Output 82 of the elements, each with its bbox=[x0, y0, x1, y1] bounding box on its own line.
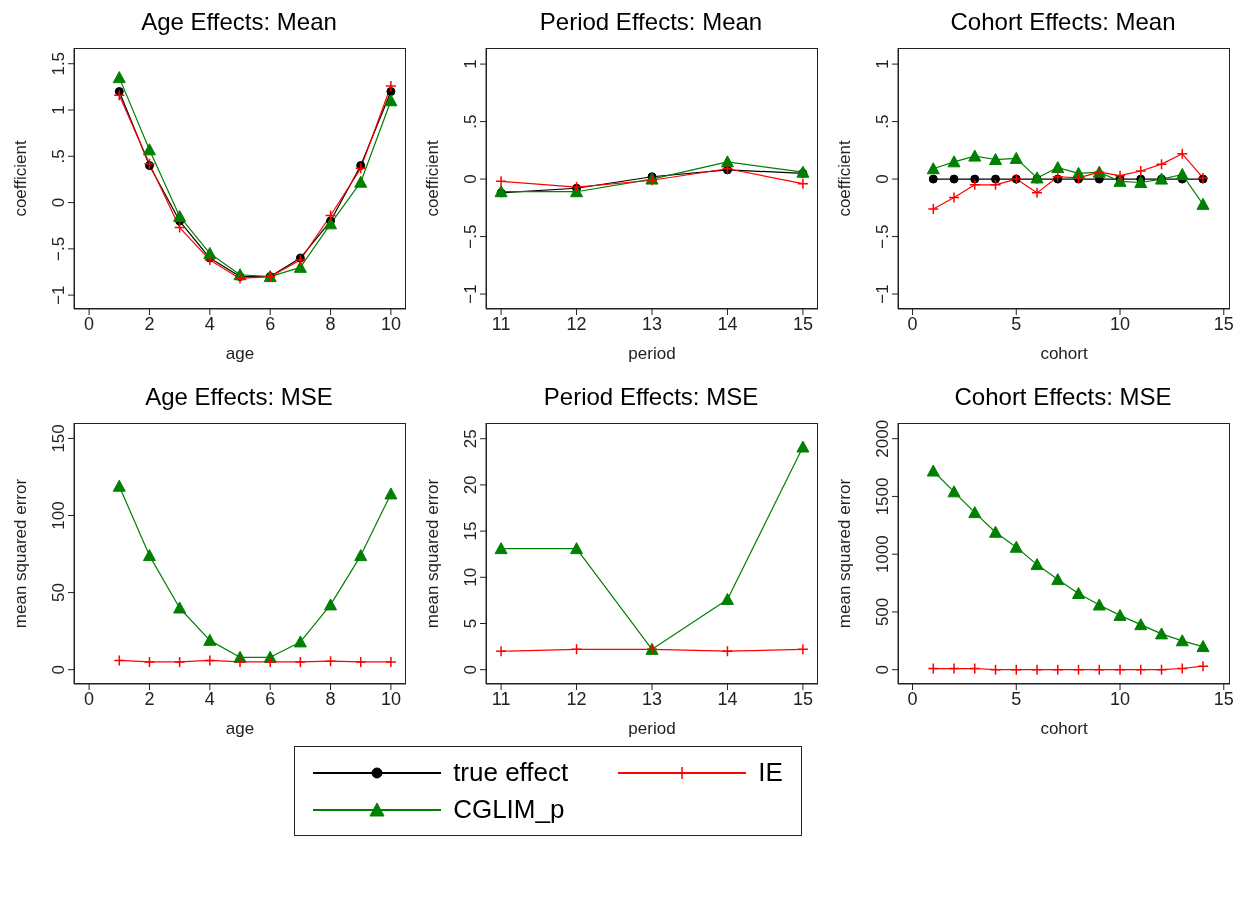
x-tick-label: 6 bbox=[265, 688, 276, 709]
x-tick-label: 12 bbox=[566, 688, 587, 709]
x-tick-label: 10 bbox=[1110, 313, 1131, 334]
x-tick-label: 10 bbox=[380, 313, 401, 334]
x-axis-title: age bbox=[225, 344, 255, 363]
chart-title: Cohort Effects: MSE bbox=[953, 383, 1173, 412]
x-tick-label: 5 bbox=[1011, 313, 1022, 334]
x-tick-label: 15 bbox=[792, 313, 813, 334]
x-tick-label: 13 bbox=[641, 313, 663, 334]
chart-title: Cohort Effects: Mean bbox=[949, 8, 1177, 37]
y-tick-label: 0 bbox=[49, 197, 68, 208]
y-tick-label: 1 bbox=[49, 105, 68, 115]
y-axis-title: coefficient bbox=[835, 140, 855, 217]
x-tick-label: 6 bbox=[265, 313, 276, 334]
x-tick-label: 14 bbox=[717, 313, 738, 334]
x-tick-label: 15 bbox=[1213, 313, 1234, 334]
x-tick-label: 4 bbox=[204, 313, 215, 334]
x-tick-label: 15 bbox=[1213, 688, 1234, 709]
y-tick-label: 0 bbox=[461, 664, 480, 675]
y-tick-label: 20 bbox=[461, 475, 480, 495]
x-tick-label: 0 bbox=[907, 688, 918, 709]
chart-title: Period Effects: Mean bbox=[538, 8, 764, 37]
x-tick-label: 10 bbox=[1110, 688, 1131, 709]
y-tick-label: −.5 bbox=[49, 236, 68, 261]
x-tick-label: 4 bbox=[204, 688, 215, 709]
y-tick-label: 0 bbox=[873, 664, 892, 675]
y-tick-label: −1 bbox=[873, 284, 892, 304]
x-tick-label: 14 bbox=[717, 688, 738, 709]
y-tick-label: −1 bbox=[461, 284, 480, 304]
x-axis-title: period bbox=[628, 344, 676, 363]
legend-label: true effect bbox=[453, 757, 569, 788]
y-tick-label: 1 bbox=[461, 59, 480, 69]
y-tick-label: 1500 bbox=[873, 477, 892, 516]
y-tick-label: −.5 bbox=[873, 224, 892, 249]
y-tick-label: 0 bbox=[49, 664, 68, 675]
x-tick-label: 2 bbox=[144, 313, 155, 334]
x-tick-label: 10 bbox=[380, 688, 401, 709]
x-axis-title: age bbox=[225, 719, 255, 738]
y-tick-label: 2000 bbox=[873, 419, 892, 458]
y-tick-label: 1000 bbox=[873, 535, 892, 574]
y-tick-label: 150 bbox=[49, 424, 68, 453]
y-tick-label: 5 bbox=[461, 618, 480, 629]
chart-title: Age Effects: Mean bbox=[140, 8, 338, 37]
x-tick-label: 0 bbox=[907, 313, 918, 334]
x-tick-label: 0 bbox=[84, 313, 95, 334]
x-tick-label: 13 bbox=[641, 688, 663, 709]
x-tick-label: 5 bbox=[1011, 688, 1022, 709]
y-axis-title: mean squared error bbox=[423, 478, 443, 629]
legend-label: IE bbox=[758, 757, 783, 788]
y-tick-label: 0 bbox=[461, 174, 480, 184]
y-axis-title: coefficient bbox=[11, 140, 31, 217]
chart-title: Period Effects: MSE bbox=[542, 383, 760, 412]
y-tick-label: 50 bbox=[49, 583, 68, 603]
y-tick-label: 1 bbox=[873, 59, 892, 69]
y-axis-title: coefficient bbox=[423, 140, 443, 217]
x-axis-title: cohort bbox=[1040, 344, 1088, 363]
y-axis-title: mean squared error bbox=[11, 478, 31, 629]
x-tick-label: 2 bbox=[144, 688, 155, 709]
x-tick-label: 11 bbox=[491, 313, 511, 334]
y-tick-label: 0 bbox=[873, 174, 892, 184]
x-axis-title: cohort bbox=[1040, 719, 1088, 738]
x-tick-label: 8 bbox=[325, 313, 336, 334]
x-tick-label: 8 bbox=[325, 688, 336, 709]
y-tick-label: .5 bbox=[461, 114, 480, 129]
y-tick-label: .5 bbox=[49, 149, 68, 164]
x-tick-label: 15 bbox=[792, 688, 813, 709]
y-tick-label: −1 bbox=[49, 285, 68, 305]
y-tick-label: 500 bbox=[873, 597, 892, 627]
y-tick-label: 25 bbox=[461, 429, 480, 449]
y-tick-label: .5 bbox=[873, 114, 892, 129]
x-tick-label: 11 bbox=[491, 688, 511, 709]
x-axis-title: period bbox=[628, 719, 676, 738]
y-tick-label: 100 bbox=[49, 501, 68, 530]
legend-label: CGLIM_p bbox=[453, 794, 565, 825]
x-tick-label: 12 bbox=[566, 313, 587, 334]
chart-title: Age Effects: MSE bbox=[144, 383, 334, 412]
y-tick-label: 10 bbox=[461, 567, 480, 587]
y-tick-label: 1.5 bbox=[49, 51, 68, 76]
x-tick-label: 0 bbox=[84, 688, 95, 709]
y-tick-label: 15 bbox=[461, 521, 480, 541]
y-tick-label: −.5 bbox=[461, 224, 480, 249]
y-axis-title: mean squared error bbox=[835, 478, 855, 629]
